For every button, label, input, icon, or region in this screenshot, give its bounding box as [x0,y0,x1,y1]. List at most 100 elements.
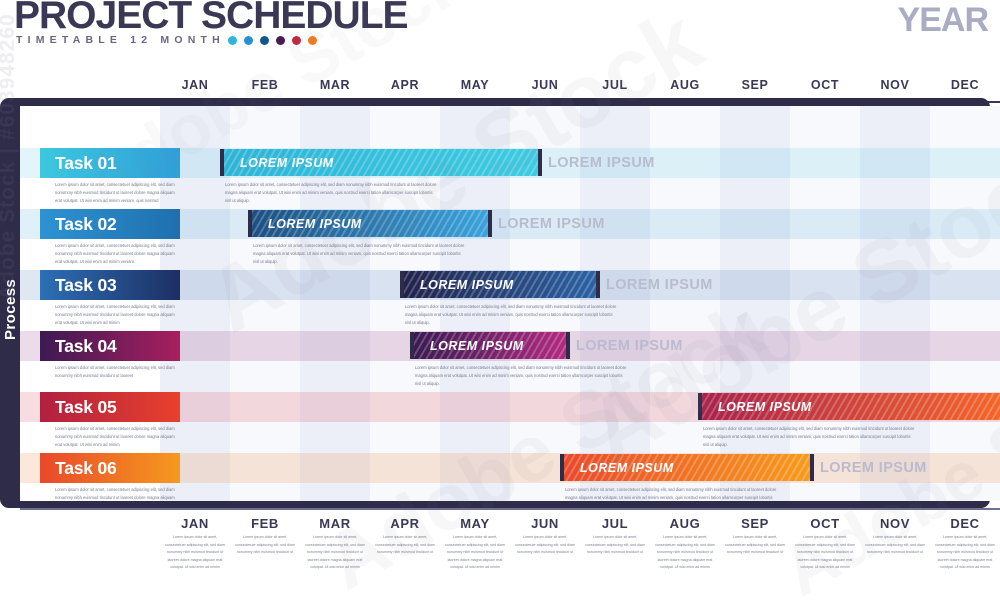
row-highlight [20,453,1000,483]
month-label-top-dec: DEC [950,78,980,92]
task-description: Lorem ipsum dolor sit amet, consectetuer… [55,243,175,265]
page-subtitle: TIMETABLE 12 MONTH [16,34,225,46]
month-label-bottom-jan: JAN [181,516,209,531]
gantt-bar-trailing-label: LOREM IPSUM [548,155,655,171]
month-note: Lorem ipsum dolor sit amet, consectetuer… [235,535,295,555]
gantt-bar-texture [564,454,810,481]
gantt-bar-description: Lorem ipsum dolor sit amet, consectetuer… [253,243,465,265]
gantt-bar-description: Lorem ipsum dolor sit amet, consectetuer… [225,182,437,204]
month-block-apr: APR Lorem ipsum dolor sit amet, consectet… [370,516,440,565]
month-block-dec: DEC Lorem ipsum dolor sit amet, consectet… [930,516,1000,569]
gantt-bar-label: LOREM IPSUM [420,277,514,292]
month-label-top-mar: MAR [319,78,351,92]
month-block-jan: JAN Lorem ipsum dolor sit amet, consectet… [160,516,230,569]
legend-dot-6 [308,36,317,45]
gantt-bar[interactable]: LOREM IPSUM [560,454,810,481]
task-chip-label: Task 01 [55,152,117,173]
gantt-bar-label: LOREM IPSUM [718,399,812,414]
month-note: Lorem ipsum dolor sit amet, consectetuer… [515,535,575,555]
gantt-bar-texture [702,393,1000,420]
month-label-bottom-apr: APR [390,516,420,531]
month-note: Lorem ipsum dolor sit amet, consectetuer… [165,535,225,570]
gantt-bar[interactable]: LOREM IPSUM [410,332,566,359]
month-block-aug: AUG Lorem ipsum dolor sit amet, consectet… [650,516,720,569]
month-label-bottom-may: MAY [460,516,490,531]
month-column-nov [860,106,930,501]
gantt-bar[interactable]: LOREM IPSUM [220,149,538,176]
task-chip-label: Task 03 [55,274,117,295]
month-label-top-may: MAY [460,78,490,92]
task-description: Lorem ipsum dolor sit amet, consectetuer… [55,182,175,204]
task-row[interactable]: Task 03 Lorem ipsum dolor sit amet, conse… [20,270,1000,331]
month-block-may: MAY Lorem ipsum dolor sit amet, consectet… [440,516,510,569]
page-header: PROJECT SCHEDULE TIMETABLE 12 MONTH YEAR [0,0,1000,64]
month-block-sep: SEP Lorem ipsum dolor sit amet, consectet… [720,516,790,565]
gantt-bar[interactable]: LOREM IPSUM [248,210,488,237]
month-label-top-feb: FEB [251,78,279,92]
gantt-bar-trailing-label: LOREM IPSUM [498,216,605,232]
month-note: Lorem ipsum dolor sit amet, consectetuer… [725,535,785,555]
task-row[interactable]: Task 02 Lorem ipsum dolor sit amet, conse… [20,209,1000,270]
gantt-bar-trailing-label: LOREM IPSUM [820,460,927,476]
gantt-bar-label: LOREM IPSUM [240,155,334,170]
month-note: Lorem ipsum dolor sit amet, consectetuer… [305,535,365,570]
month-block-nov: NOV Lorem ipsum dolor sit amet, consectet… [860,516,930,565]
task-rows: Task 01 Lorem ipsum dolor sit amet, conse… [20,106,1000,501]
task-chip-label: Task 02 [55,213,117,234]
task-chip[interactable]: Task 06 [40,453,180,483]
task-row[interactable]: Task 01 Lorem ipsum dolor sit amet, conse… [20,148,1000,209]
month-label-top-jul: JUL [602,78,628,92]
month-column-oct [790,106,860,501]
legend-dot-1 [228,36,237,45]
task-row[interactable]: Task 04 Lorem ipsum dolor sit amet, conse… [20,331,1000,392]
page-title: PROJECT SCHEDULE [14,0,409,37]
task-chip-label: Task 04 [55,335,117,356]
year-label: YEAR [897,1,989,39]
month-label-bottom-jun: JUN [531,516,559,531]
gantt-bar-texture [404,271,596,298]
month-block-jun: JUN Lorem ipsum dolor sit amet, consectet… [510,516,580,565]
gantt-bar-description: Lorem ipsum dolor sit amet, consectetuer… [703,426,915,448]
month-column-aug [650,106,720,501]
bottom-axis-rule [20,508,1000,510]
gantt-bar-end-cap [488,210,492,237]
month-column-jul [580,106,650,501]
task-description: Lorem ipsum dolor sit amet, consectetuer… [55,487,175,501]
process-axis-label: Process [2,278,19,340]
gantt-bar-label: LOREM IPSUM [268,216,362,231]
gantt-bar-label: LOREM IPSUM [430,338,524,353]
gantt-bar-label: LOREM IPSUM [580,460,674,475]
gantt-bar-trailing-label: LOREM IPSUM [576,338,683,354]
task-chip[interactable]: Task 03 [40,270,180,300]
gantt-bar-texture [414,332,566,359]
task-description: Lorem ipsum dolor sit amet, consectetuer… [55,365,175,379]
task-chip[interactable]: Task 04 [40,331,180,361]
month-label-top-nov: NOV [880,78,910,92]
gantt-bar-end-cap [566,332,570,359]
task-chip[interactable]: Task 02 [40,209,180,239]
task-row[interactable]: Task 06 Lorem ipsum dolor sit amet, conse… [20,453,1000,501]
task-chip[interactable]: Task 05 [40,392,180,422]
month-label-top-jun: JUN [531,78,559,92]
legend-dot-5 [292,36,301,45]
task-chip[interactable]: Task 01 [40,148,180,178]
month-block-feb: FEB Lorem ipsum dolor sit amet, consectet… [230,516,300,565]
month-note: Lorem ipsum dolor sit amet, consectetuer… [375,535,435,555]
gantt-bar-end-cap [596,271,600,298]
legend-dot-4 [276,36,285,45]
gantt-bar-trailing-label: LOREM IPSUM [606,277,713,293]
month-label-bottom-nov: NOV [880,516,910,531]
task-chip-label: Task 06 [55,457,117,478]
gantt-bar-description: Lorem ipsum dolor sit amet, consectetuer… [565,487,777,501]
gantt-bar-end-cap [538,149,542,176]
month-label-top-sep: SEP [741,78,769,92]
month-block-oct: OCT Lorem ipsum dolor sit amet, consectet… [790,516,860,569]
month-note: Lorem ipsum dolor sit amet, consectetuer… [655,535,715,570]
gantt-bar[interactable]: LOREM IPSUM [698,393,1000,420]
task-row[interactable]: Task 05 Lorem ipsum dolor sit amet, conse… [20,392,1000,453]
gantt-bar[interactable]: LOREM IPSUM [400,271,596,298]
month-axis-bottom: JAN Lorem ipsum dolor sit amet, consectet… [160,516,1000,569]
month-label-bottom-dec: DEC [950,516,980,531]
month-note: Lorem ipsum dolor sit amet, consectetuer… [865,535,925,555]
month-label-top-apr: APR [390,78,420,92]
